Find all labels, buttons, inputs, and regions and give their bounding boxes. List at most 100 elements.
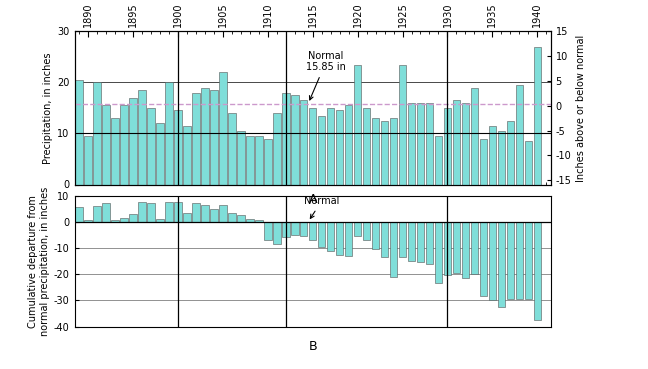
- Bar: [309, 222, 316, 240]
- Bar: [129, 98, 137, 184]
- Bar: [372, 118, 379, 184]
- Bar: [444, 108, 451, 184]
- Bar: [300, 222, 308, 236]
- Bar: [192, 203, 200, 222]
- Y-axis label: Precipitation, in inches: Precipitation, in inches: [43, 52, 53, 164]
- Bar: [381, 121, 388, 184]
- Bar: [480, 222, 487, 296]
- Bar: [210, 90, 218, 184]
- Bar: [93, 82, 101, 184]
- Bar: [345, 106, 353, 184]
- Bar: [84, 136, 92, 184]
- Bar: [389, 222, 397, 277]
- Bar: [174, 110, 181, 184]
- Bar: [435, 136, 443, 184]
- Bar: [426, 103, 434, 184]
- Bar: [318, 115, 325, 184]
- Bar: [417, 222, 424, 262]
- Bar: [183, 213, 191, 222]
- Bar: [237, 215, 244, 222]
- Bar: [93, 206, 101, 222]
- Bar: [246, 219, 253, 222]
- Bar: [246, 136, 253, 184]
- Bar: [489, 126, 496, 184]
- Bar: [435, 222, 443, 283]
- Bar: [327, 222, 334, 251]
- Bar: [318, 222, 325, 246]
- Bar: [444, 222, 451, 276]
- Bar: [210, 209, 218, 222]
- Bar: [291, 222, 299, 235]
- Bar: [363, 108, 371, 184]
- Bar: [452, 100, 460, 184]
- Bar: [165, 202, 173, 222]
- Bar: [138, 202, 146, 222]
- Bar: [156, 123, 164, 184]
- Bar: [102, 203, 110, 222]
- Bar: [408, 103, 415, 184]
- Bar: [399, 65, 406, 184]
- Bar: [507, 222, 514, 299]
- Bar: [533, 46, 541, 184]
- Bar: [192, 93, 200, 184]
- Bar: [228, 213, 236, 222]
- Bar: [102, 106, 110, 184]
- Bar: [336, 110, 343, 184]
- Bar: [498, 222, 505, 307]
- Bar: [75, 207, 83, 222]
- Bar: [219, 72, 227, 184]
- Bar: [183, 126, 191, 184]
- Y-axis label: Cumulative departure from
normal precipitation, in inches: Cumulative departure from normal precipi…: [28, 186, 50, 336]
- Text: A: A: [308, 193, 317, 206]
- Bar: [516, 85, 523, 184]
- Bar: [111, 118, 119, 184]
- Bar: [363, 222, 371, 240]
- Bar: [201, 205, 209, 222]
- Bar: [282, 222, 290, 238]
- Bar: [156, 219, 164, 222]
- Bar: [516, 222, 523, 299]
- Bar: [470, 222, 478, 274]
- Bar: [120, 106, 128, 184]
- Bar: [111, 220, 119, 222]
- Bar: [480, 139, 487, 184]
- Bar: [201, 87, 209, 184]
- Bar: [417, 103, 424, 184]
- Bar: [381, 222, 388, 257]
- Bar: [354, 222, 362, 236]
- Text: B: B: [308, 340, 317, 354]
- Bar: [120, 218, 128, 222]
- Bar: [255, 220, 262, 222]
- Bar: [273, 113, 281, 184]
- Text: Normal: Normal: [304, 196, 340, 218]
- Bar: [264, 222, 272, 240]
- Bar: [336, 222, 343, 255]
- Bar: [273, 222, 281, 244]
- Bar: [129, 214, 137, 222]
- Bar: [461, 222, 469, 278]
- Bar: [461, 103, 469, 184]
- Bar: [174, 202, 181, 222]
- Bar: [237, 131, 244, 184]
- Bar: [147, 108, 155, 184]
- Bar: [354, 65, 362, 184]
- Bar: [291, 95, 299, 184]
- Bar: [84, 220, 92, 222]
- Bar: [264, 139, 272, 184]
- Bar: [228, 113, 236, 184]
- Bar: [498, 131, 505, 184]
- Text: Normal
15.85 in: Normal 15.85 in: [307, 51, 346, 100]
- Bar: [533, 222, 541, 320]
- Bar: [389, 118, 397, 184]
- Bar: [147, 203, 155, 222]
- Bar: [489, 222, 496, 300]
- Bar: [282, 93, 290, 184]
- Bar: [165, 82, 173, 184]
- Bar: [372, 222, 379, 249]
- Bar: [524, 141, 532, 184]
- Bar: [219, 205, 227, 222]
- Bar: [426, 222, 434, 264]
- Bar: [470, 87, 478, 184]
- Bar: [452, 222, 460, 273]
- Y-axis label: Inches above or below normal: Inches above or below normal: [575, 34, 586, 182]
